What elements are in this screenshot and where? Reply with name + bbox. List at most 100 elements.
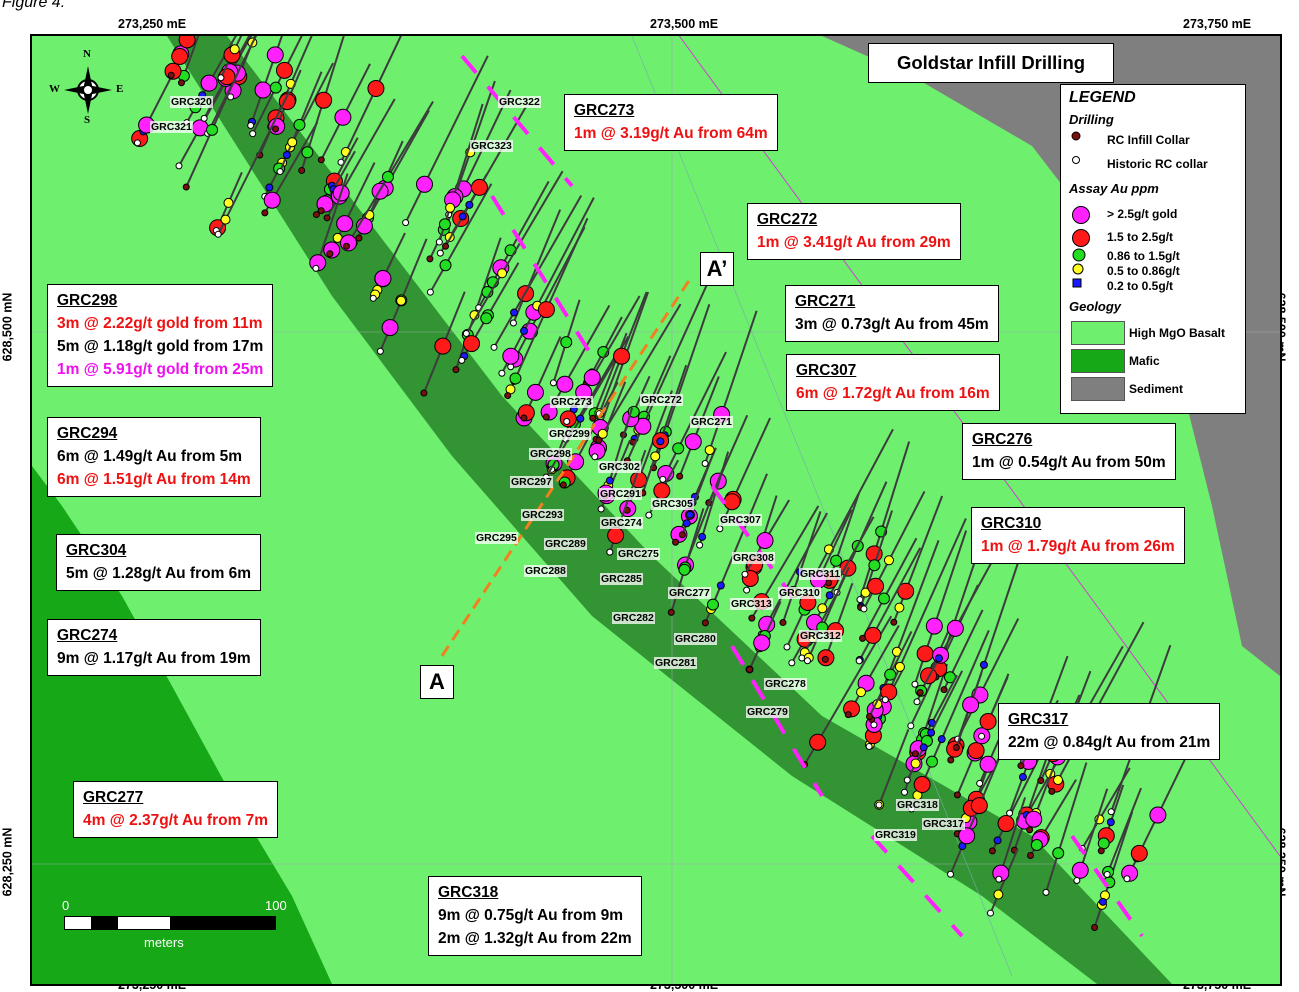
hole-label: GRC319	[874, 829, 917, 841]
callout-line: 1m @ 1.79g/t Au from 26m	[981, 538, 1175, 555]
mineralised-trend	[460, 54, 574, 188]
drill-collar	[591, 453, 599, 461]
drill-collar	[743, 586, 751, 594]
callout-line: 3m @ 2.22g/t gold from 11m	[57, 315, 263, 332]
drill-collar	[676, 472, 684, 480]
drill-collar	[803, 657, 811, 665]
drill-collar	[261, 209, 269, 217]
assay-marker	[910, 758, 921, 769]
drill-collar	[907, 722, 915, 730]
callout-grc273: GRC273 1m @ 3.19g/t Au from 64m	[564, 94, 778, 151]
drill-collar	[701, 460, 709, 468]
drill-collar	[947, 756, 955, 764]
drill-collar	[1026, 826, 1034, 834]
assay-marker	[925, 617, 943, 635]
drill-collar	[1107, 808, 1115, 816]
northing-label-left-1: 628,500 mN	[0, 292, 15, 362]
drill-collar	[659, 475, 667, 483]
red-circle-icon	[1072, 229, 1090, 247]
assay-marker	[672, 442, 685, 455]
south-label: S	[84, 114, 91, 126]
mineralised-trend	[490, 194, 594, 358]
drill-trace	[429, 183, 493, 293]
drill-collar	[167, 71, 175, 79]
drill-collar	[589, 414, 597, 422]
assay-marker	[682, 519, 691, 528]
assay-marker	[607, 526, 625, 544]
hole-label: GRC272	[640, 394, 683, 406]
drill-collar	[911, 680, 919, 688]
assay-marker	[926, 755, 939, 768]
drill-collar	[875, 801, 883, 809]
legend-label: 0.2 to 0.5g/t	[1107, 279, 1174, 293]
drill-collar	[645, 511, 653, 519]
assay-marker	[958, 827, 976, 845]
hole-label: GRC279	[746, 706, 789, 718]
assay-marker	[381, 170, 394, 183]
callout-line: 3m @ 0.73g/t Au from 45m	[795, 316, 989, 333]
assay-marker	[934, 654, 943, 663]
assay-marker	[470, 178, 488, 196]
assay-marker	[684, 433, 702, 451]
assay-marker	[894, 602, 905, 613]
drill-trace	[178, 36, 253, 167]
drill-trace	[861, 537, 918, 639]
drill-trace	[847, 625, 900, 716]
drill-collar	[436, 249, 444, 257]
drill-collar	[1042, 888, 1050, 896]
assay-marker	[374, 269, 392, 287]
assay-marker	[650, 451, 661, 462]
assay-marker	[1097, 837, 1110, 850]
assay-marker	[970, 797, 988, 815]
callout-grc274: GRC274 9m @ 1.17g/t Au from 19m	[47, 619, 261, 676]
drill-collar	[542, 413, 550, 421]
drill-collar	[420, 389, 428, 397]
assay-marker	[997, 815, 1015, 833]
assay-marker	[445, 202, 456, 213]
assay-marker	[894, 661, 905, 672]
drill-collar	[343, 242, 350, 250]
yellow-circle-icon	[1072, 263, 1084, 275]
callout-grc317: GRC317 22m @ 0.84g/t Au from 21m	[998, 703, 1221, 760]
drill-collar	[247, 121, 255, 129]
assay-marker	[178, 36, 196, 49]
sediment-swatch	[1071, 377, 1125, 401]
hole-label: GRC298	[529, 448, 572, 460]
assay-marker	[685, 510, 694, 519]
assay-marker	[704, 445, 715, 456]
callout-line: 6m @ 1.51g/t Au from 14m	[57, 471, 251, 488]
callout-hole-id: GRC294	[57, 425, 118, 442]
drill-collar	[376, 347, 384, 355]
drill-collar	[200, 114, 208, 122]
callout-line: 1m @ 0.54g/t Au from 50m	[972, 454, 1166, 471]
mineralised-trend	[1070, 834, 1144, 938]
assay-marker	[856, 687, 867, 698]
assay-marker	[613, 347, 631, 365]
hole-label: GRC321	[150, 121, 193, 133]
drill-collar	[947, 870, 955, 878]
assay-marker	[916, 645, 934, 663]
assay-marker	[509, 372, 522, 385]
legend-label: Sediment	[1129, 382, 1184, 396]
assay-marker	[653, 482, 671, 500]
drill-trace	[824, 583, 854, 660]
assay-marker	[301, 146, 314, 159]
assay-marker	[756, 532, 774, 550]
assay-marker	[1130, 844, 1148, 862]
drill-collar	[312, 264, 320, 272]
callout-grc272: GRC272 1m @ 3.41g/t Au from 29m	[747, 203, 961, 260]
drill-collar	[678, 531, 686, 539]
drill-trace	[698, 451, 730, 546]
assay-marker	[913, 776, 931, 794]
assay-marker	[1098, 897, 1107, 906]
legend-label: 0.86 to 1.5g/t	[1107, 249, 1180, 263]
legend-row-assay-4: 0.5 to 0.86g/t	[1071, 262, 1180, 280]
callout-line: 4m @ 2.37g/t Au from 7m	[83, 812, 269, 829]
drill-collar	[312, 211, 320, 219]
hole-label: GRC307	[719, 514, 762, 526]
easting-label-top-3: 273,750 mE	[1183, 17, 1252, 31]
drill-trace	[523, 336, 562, 419]
drill-collar	[865, 742, 873, 750]
hole-label: GRC274	[600, 517, 643, 529]
drill-collar	[563, 418, 571, 426]
